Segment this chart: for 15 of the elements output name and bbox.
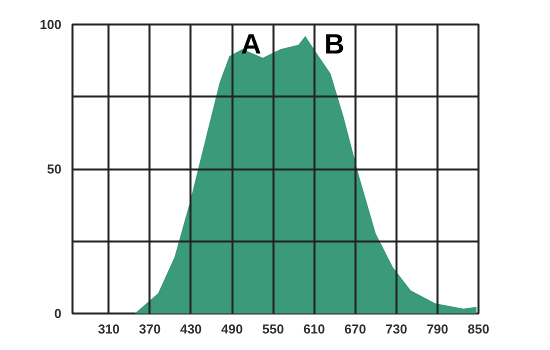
y-tick-label: 0 bbox=[54, 306, 62, 321]
y-tick-label: 100 bbox=[40, 17, 62, 32]
x-tick-label: 370 bbox=[139, 322, 161, 336]
x-tick-label: 850 bbox=[468, 322, 490, 336]
y-tick-label: 50 bbox=[47, 162, 62, 176]
x-tick-label: 670 bbox=[344, 322, 366, 336]
x-tick-label: 430 bbox=[180, 322, 202, 336]
x-tick-label: 790 bbox=[426, 322, 448, 336]
x-tick-label: 730 bbox=[385, 322, 408, 336]
annotation: B bbox=[324, 28, 344, 60]
x-tick-label: 310 bbox=[98, 322, 120, 336]
annotation: A bbox=[241, 28, 262, 60]
x-tick-label: 610 bbox=[303, 322, 326, 336]
x-tick-label: 490 bbox=[221, 322, 243, 336]
x-tick-label: 550 bbox=[262, 322, 284, 336]
